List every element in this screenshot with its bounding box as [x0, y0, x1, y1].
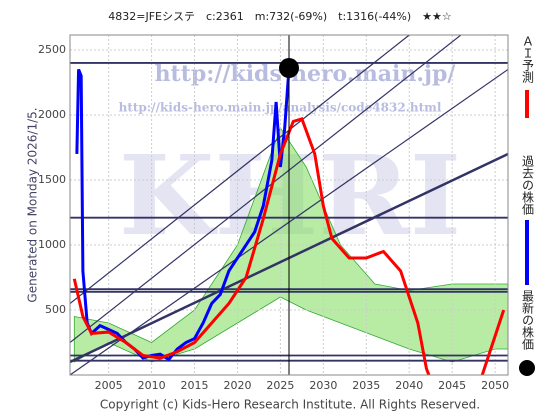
trend-line — [70, 35, 410, 304]
series-line — [72, 117, 506, 375]
footer: Copyright (c) Kids-Hero Research Institu… — [100, 398, 480, 412]
x-tick-label: 2020 — [223, 379, 251, 392]
x-tick-label: 2015 — [181, 379, 209, 392]
x-tick-label: 2010 — [138, 379, 166, 392]
legend-label: 過去の株価 — [521, 155, 535, 215]
x-tick-label: 2035 — [352, 379, 380, 392]
x-tick-label: 2045 — [438, 379, 466, 392]
legend-swatch — [519, 360, 535, 376]
x-tick-label: 2030 — [309, 379, 337, 392]
legend-label: ＡＩ予測 — [521, 35, 535, 84]
latest-point — [279, 58, 299, 79]
x-tick-label: 2025 — [266, 379, 294, 392]
plot: http://kids-hero.main.jp/http://kids-her… — [70, 35, 508, 375]
y-tick-label: 1500 — [38, 173, 66, 186]
chart-title: 4832=JFEシステ c:2361 m:732(-69%) t:1316(-4… — [108, 10, 452, 23]
x-tick-label: 2040 — [395, 379, 423, 392]
y-tick-label: 2500 — [38, 43, 66, 56]
y-tick-label: 1000 — [38, 238, 66, 251]
legend-label: 最新の株価 — [521, 290, 535, 350]
y-tick-label: 500 — [45, 303, 66, 316]
plot-frame — [69, 34, 509, 376]
x-tick-label: 2050 — [481, 379, 509, 392]
watermark: http://kids-hero.main.jp/ — [155, 61, 457, 87]
x-tick-label: 2005 — [95, 379, 123, 392]
side-label: Generated on Monday 2026/1/5. — [26, 107, 40, 302]
y-tick-label: 2000 — [38, 108, 66, 121]
